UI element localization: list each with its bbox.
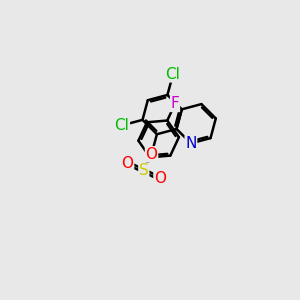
Text: S: S: [139, 163, 149, 178]
Text: O: O: [146, 147, 158, 162]
Text: Cl: Cl: [166, 67, 180, 82]
Text: F: F: [171, 96, 179, 111]
Text: O: O: [122, 156, 134, 171]
Text: N: N: [185, 136, 196, 151]
Text: O: O: [154, 171, 166, 186]
Text: Cl: Cl: [115, 118, 129, 133]
